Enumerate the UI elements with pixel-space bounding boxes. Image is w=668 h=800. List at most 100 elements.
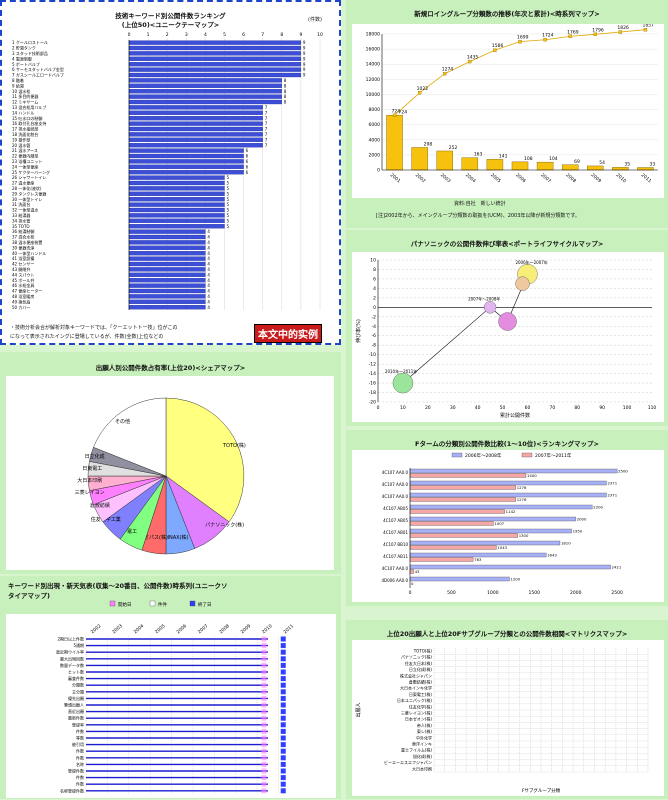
bar-value-label: 2371: [607, 493, 617, 498]
bar: [637, 168, 653, 170]
bar-value-label: 9: [303, 46, 306, 51]
timeseries-chart: 1800016000140001200010000800060004000200…: [352, 24, 664, 198]
row-label: 最大出現回数: [60, 655, 84, 661]
start-marker: [261, 683, 266, 688]
axis-tick-label: 10: [317, 32, 323, 38]
bar: [129, 246, 205, 250]
row-label: 旭化成(株): [413, 753, 433, 759]
end-marker: [281, 670, 286, 675]
category-label: 4C107 AA0.0: [382, 482, 409, 487]
cumulative-value-label: 1769: [567, 29, 579, 35]
legend-swatch: [110, 601, 115, 606]
keyword-label: 41 浴室設備: [12, 255, 34, 261]
x-tick-label: 2001: [389, 172, 402, 184]
bar: [410, 541, 560, 545]
timeseries-title: 新規ロイングループ分類数の推移(年次と累計)<時系列マップ>: [346, 8, 668, 18]
end-marker: [281, 696, 286, 701]
bar-value-label: 7: [265, 110, 268, 115]
axis-tick-label: 1: [147, 32, 150, 38]
bar-value-label: 1007: [494, 521, 504, 526]
bar: [129, 284, 205, 288]
legend-label: 2007年～2011年: [535, 452, 572, 459]
bar-value-label: 8: [284, 94, 287, 99]
bar-value-label: 5: [227, 186, 230, 191]
end-marker: [281, 643, 286, 648]
bar-value-label: 7: [265, 143, 268, 148]
bar: [129, 224, 225, 228]
start-marker: [261, 769, 266, 774]
timeseries-footer: 資料:自社 新しい統計: [454, 200, 506, 207]
bar: [129, 89, 282, 93]
keyword-label: 48 浴室暖房: [12, 293, 34, 299]
bar-value-label: 69: [574, 159, 580, 165]
category-label: 4C107 BB10: [383, 542, 408, 547]
end-marker: [281, 683, 286, 688]
keyword-timeline-title: キーワード別出現・新天気表(収集～20番目、公開件数)時系列(ユニークソ: [8, 580, 341, 590]
bar: [129, 186, 225, 190]
bar: [410, 510, 505, 514]
start-marker: [261, 689, 266, 694]
bar-value-label: 4: [207, 299, 210, 304]
bar: [129, 176, 225, 180]
end-marker: [281, 650, 286, 655]
row-label: 直近期ウイル率: [56, 649, 84, 655]
x-tick-label: 70: [549, 405, 555, 411]
end-marker: [281, 703, 286, 708]
y-tick-label: -8: [372, 343, 377, 349]
row-label: 日立化成(株): [409, 666, 433, 672]
bar: [129, 240, 205, 244]
bar: [410, 565, 611, 569]
row-label: 5通期: [73, 642, 84, 648]
bar: [129, 165, 244, 169]
bar-value-label: 4: [207, 235, 210, 240]
bar-value-label: 2000: [577, 517, 587, 522]
row-label: 件数: [76, 754, 84, 760]
bar-value-label: 9: [303, 56, 306, 61]
end-marker: [281, 769, 286, 774]
bar: [410, 505, 592, 509]
bar-value-label: 6: [246, 148, 249, 153]
bar-value-label: 5: [227, 202, 230, 207]
legend-label: 終了日: [198, 601, 212, 608]
keyword-label: 35 TOTO: [12, 224, 30, 229]
keyword-label: 43 開閉弁: [12, 266, 30, 272]
keyword-label: 32 一体型温水: [12, 207, 38, 213]
bar-value-label: 1276: [517, 497, 527, 502]
keyword-label: 22 便器内蔵型: [12, 153, 38, 159]
bar-value-label: 4: [207, 256, 210, 261]
bar: [129, 213, 225, 217]
cumulative-value-label: 1022: [417, 86, 429, 92]
axis-tick-label: 9: [299, 32, 302, 38]
keyword-label: 36 給湯制御: [12, 228, 34, 234]
bar-value-label: 5: [227, 213, 230, 218]
y-tick-label: 2000: [369, 152, 381, 158]
category-label: 4C107 AB01: [383, 530, 408, 535]
row-label: 分類数: [72, 682, 84, 688]
x-axis-label: Fサブグループ分類: [522, 787, 561, 794]
row-label: 株式会社ジャパン: [400, 672, 432, 678]
bar-value-label: 43: [415, 569, 420, 574]
bar-value-label: 252: [449, 145, 458, 151]
keyword-label: 9 給湯: [12, 82, 24, 88]
bar-value-label: 7: [265, 137, 268, 142]
x-tick-label: 2007: [539, 172, 552, 184]
x-tick-label: 90: [599, 405, 605, 411]
bar: [129, 305, 205, 309]
bar: [410, 481, 606, 485]
end-marker: [281, 656, 286, 661]
category-label: 4D006 AA0.0: [382, 578, 409, 583]
x-axis-label: 累計公開件数: [500, 412, 530, 419]
bar-value-label: 4: [207, 229, 210, 234]
start-marker: [261, 788, 266, 793]
start-marker: [261, 676, 266, 681]
end-marker: [281, 762, 286, 767]
y-tick-label: 0: [377, 168, 380, 174]
bar-value-label: 7: [265, 127, 268, 132]
row-label: 中外化学: [416, 734, 432, 740]
bar: [512, 162, 528, 170]
axis-tick-label: 6: [242, 32, 245, 38]
keyword-label: 29 タンクレス便器: [12, 190, 46, 196]
row-label: 数量データ数: [60, 662, 84, 668]
bar-value-label: 0: [411, 581, 414, 586]
y-tick-label: 8000: [369, 107, 381, 113]
